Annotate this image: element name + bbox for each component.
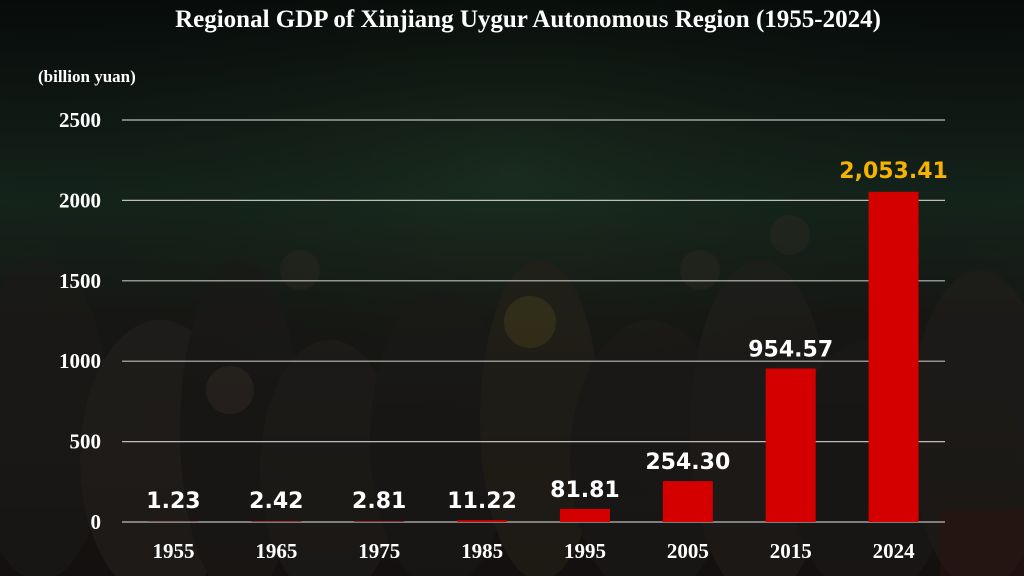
bar-2005	[662, 481, 713, 522]
data-label-1995: 81.81	[550, 478, 620, 503]
bar-2015	[765, 368, 816, 522]
data-label-1955: 1.23	[146, 489, 200, 514]
data-labels: 1.23 2.42 2.81 11.22 81.81 254.30 954.57 2,053.…	[146, 159, 948, 514]
data-label-2005: 254.30	[645, 450, 730, 475]
x-tick-label-1975: 1975	[358, 539, 400, 563]
data-label-2024: 2,053.41	[839, 159, 948, 184]
x-tick-label-2005: 2005	[667, 539, 709, 563]
y-axis-unit-label: (billion yuan)	[38, 67, 136, 86]
x-tick-label-2024: 2024	[873, 539, 916, 563]
y-tick-label: 0	[91, 510, 102, 534]
bar-2024	[868, 191, 919, 522]
chart-title: Regional GDP of Xinjiang Uygur Autonomou…	[175, 6, 881, 33]
data-label-1975: 2.81	[352, 489, 406, 514]
bars	[148, 191, 919, 522]
x-axis-ticks: 1955 1965 1975 1985 1995 2005 2015 2024	[152, 539, 915, 563]
x-tick-label-1985: 1985	[461, 539, 503, 563]
y-tick-label: 1500	[59, 269, 101, 293]
x-tick-label-1955: 1955	[152, 539, 194, 563]
y-tick-label: 2000	[59, 188, 101, 212]
data-label-2015: 954.57	[748, 338, 833, 363]
x-tick-label-1995: 1995	[564, 539, 606, 563]
y-axis-ticks: 0 500 1000 1500 2000 2500	[59, 108, 101, 534]
data-label-1985: 11.22	[447, 489, 517, 514]
y-tick-label: 1000	[59, 349, 101, 373]
bar-1985	[457, 520, 508, 522]
y-tick-label: 500	[70, 430, 102, 454]
x-tick-label-1965: 1965	[255, 539, 297, 563]
data-label-1965: 2.42	[249, 489, 303, 514]
x-tick-label-2015: 2015	[770, 539, 812, 563]
bar-1995	[559, 508, 610, 522]
grid-lines	[122, 119, 945, 523]
y-tick-label: 2500	[59, 108, 101, 132]
